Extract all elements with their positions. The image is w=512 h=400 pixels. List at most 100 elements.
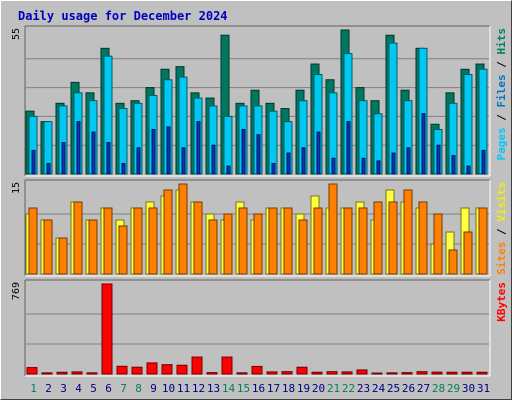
bar-kbytes bbox=[191, 356, 203, 375]
bar-pages bbox=[421, 113, 426, 175]
day-label: 29 bbox=[447, 382, 460, 395]
bar-files bbox=[223, 115, 233, 175]
legend-entry: Pages bbox=[495, 127, 508, 160]
bar-kbytes bbox=[71, 371, 83, 375]
bar-kbytes bbox=[356, 369, 368, 375]
bar-kbytes bbox=[206, 372, 218, 375]
bar-kbytes bbox=[236, 372, 248, 375]
bar-sites bbox=[133, 207, 143, 275]
bar-sites bbox=[73, 201, 83, 275]
day-label: 10 bbox=[162, 382, 175, 395]
panel-legend: Pages / Files / Hits bbox=[495, 28, 508, 161]
bar-pages bbox=[196, 121, 201, 175]
panel-background bbox=[25, 280, 490, 376]
bar-sites bbox=[253, 213, 263, 275]
bar-pages bbox=[466, 165, 471, 175]
panel-max-label: 15 bbox=[11, 182, 22, 194]
bar-sites bbox=[103, 207, 113, 275]
bar-kbytes bbox=[461, 371, 473, 375]
bar-pages bbox=[136, 147, 141, 175]
bar-kbytes bbox=[446, 371, 458, 375]
bar-pages bbox=[76, 121, 81, 175]
bar-sites bbox=[283, 207, 293, 275]
bar-sites bbox=[208, 219, 218, 275]
bar-sites bbox=[58, 237, 68, 275]
day-label: 9 bbox=[150, 382, 157, 395]
day-labels: 1 2 3 4 5 6 7 8 9 10 11 12 13 14 15 16 17 18 19 20 21 22 23 24 2… bbox=[30, 382, 490, 395]
bar-kbytes bbox=[146, 362, 158, 375]
bar-sites bbox=[223, 213, 233, 275]
day-label: 26 bbox=[402, 382, 415, 395]
bar-pages bbox=[241, 128, 246, 175]
bar-kbytes bbox=[476, 371, 488, 375]
bar-pages bbox=[106, 142, 111, 175]
series-pages bbox=[31, 113, 486, 175]
day-label: 22 bbox=[342, 382, 355, 395]
legend-entry: Sites bbox=[495, 242, 508, 275]
panel-top: 55 Pages / Files / Hits bbox=[11, 25, 508, 177]
bar-files bbox=[463, 74, 473, 175]
chart-panels: 55 Pages / Files / Hits 15 Sites / Visits 76… bbox=[11, 25, 508, 377]
legend-entry: Hits bbox=[495, 28, 508, 55]
day-label: 28 bbox=[432, 382, 445, 395]
bar-sites bbox=[163, 189, 173, 275]
bar-sites bbox=[448, 249, 458, 275]
day-label: 15 bbox=[237, 382, 250, 395]
bar-kbytes bbox=[56, 371, 68, 375]
legend-entry: KBytes bbox=[495, 282, 508, 322]
bar-kbytes bbox=[431, 371, 443, 375]
day-label: 6 bbox=[105, 382, 112, 395]
bar-kbytes bbox=[401, 372, 413, 375]
bar-sites bbox=[403, 189, 413, 275]
chart-title: Daily usage for December 2024 bbox=[18, 9, 228, 23]
day-label: 17 bbox=[267, 382, 280, 395]
legend-entry: Files bbox=[495, 74, 508, 107]
day-label: 14 bbox=[222, 382, 236, 395]
panel-middle: 15 Sites / Visits bbox=[11, 179, 508, 277]
day-label: 1 bbox=[30, 382, 37, 395]
bar-pages bbox=[151, 128, 156, 175]
bar-kbytes bbox=[341, 371, 353, 375]
bar-kbytes bbox=[101, 283, 113, 375]
day-label: 27 bbox=[417, 382, 430, 395]
bar-kbytes bbox=[386, 372, 398, 375]
bar-kbytes bbox=[296, 366, 308, 375]
legend-entry: / bbox=[495, 108, 508, 128]
bar-sites bbox=[178, 183, 188, 275]
bar-pages bbox=[316, 131, 321, 175]
bar-pages bbox=[121, 163, 126, 175]
bar-pages bbox=[181, 147, 186, 175]
bar-sites bbox=[268, 207, 278, 275]
bar-sites bbox=[388, 201, 398, 275]
bar-kbytes bbox=[326, 371, 338, 375]
bar-kbytes bbox=[251, 365, 263, 375]
day-label: 30 bbox=[462, 382, 475, 395]
bar-kbytes bbox=[26, 367, 38, 375]
bar-kbytes bbox=[176, 364, 188, 375]
bar-pages bbox=[346, 121, 351, 175]
bar-kbytes bbox=[311, 371, 323, 375]
bar-sites bbox=[343, 207, 353, 275]
day-label: 12 bbox=[192, 382, 205, 395]
bar-sites bbox=[478, 207, 488, 275]
bar-pages bbox=[376, 160, 381, 175]
day-label: 2 bbox=[45, 382, 52, 395]
legend-entry: / bbox=[495, 222, 508, 242]
bar-sites bbox=[373, 201, 383, 275]
bar-sites bbox=[28, 207, 38, 275]
bar-pages bbox=[256, 134, 261, 175]
day-label: 21 bbox=[327, 382, 340, 395]
day-label: 3 bbox=[60, 382, 67, 395]
bar-pages bbox=[406, 147, 411, 175]
bar-pages bbox=[226, 165, 231, 175]
bar-pages bbox=[211, 144, 216, 175]
bar-sites bbox=[433, 213, 443, 275]
bar-kbytes bbox=[41, 372, 53, 375]
bar-pages bbox=[451, 155, 456, 175]
bar-sites bbox=[88, 219, 98, 275]
panel-max-label: 55 bbox=[11, 28, 22, 40]
bar-pages bbox=[481, 149, 486, 175]
bar-pages bbox=[331, 157, 336, 175]
bar-kbytes bbox=[161, 364, 173, 375]
bar-pages bbox=[31, 149, 36, 175]
